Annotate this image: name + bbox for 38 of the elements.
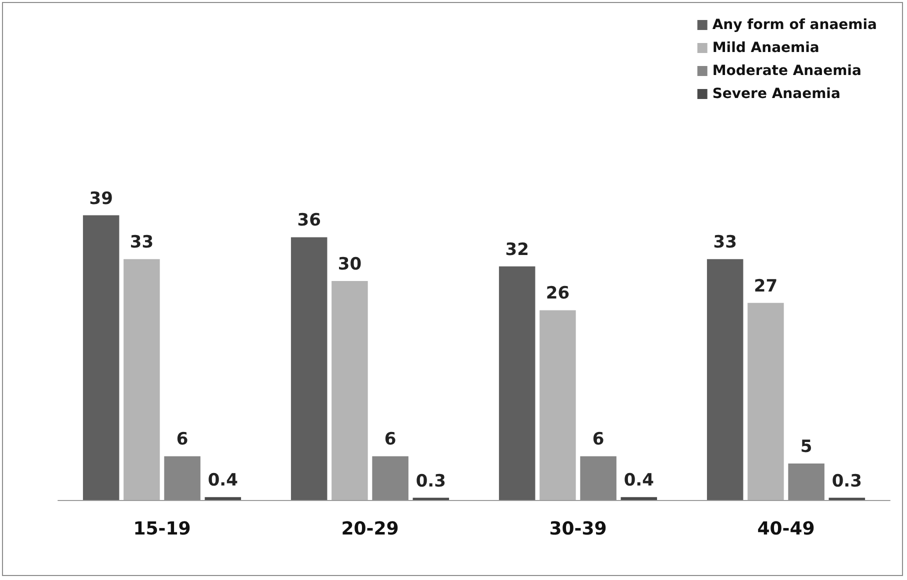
bar <box>580 456 616 500</box>
bar <box>124 259 160 500</box>
x-tick-label: 20-29 <box>341 518 399 540</box>
bar <box>498 266 536 500</box>
data-label: 39 <box>89 188 113 209</box>
data-label: 33 <box>713 232 737 253</box>
bar <box>372 456 408 500</box>
data-label: 33 <box>130 232 154 253</box>
data-label: 0.4 <box>208 470 238 491</box>
bar <box>788 464 824 500</box>
data-label: 6 <box>176 430 188 450</box>
data-label: 6 <box>592 430 604 450</box>
data-label: 26 <box>546 284 570 304</box>
bar <box>82 215 120 500</box>
x-tick-label: 30-39 <box>549 518 607 540</box>
data-label: 27 <box>754 276 778 296</box>
bar <box>164 456 200 500</box>
data-label: 0.3 <box>832 471 862 492</box>
bar <box>748 302 784 500</box>
legend-label: Moderate Anaemia <box>712 63 862 79</box>
data-label: 36 <box>297 210 321 231</box>
legend-label: Any form of anaemia <box>712 17 878 33</box>
data-label: 32 <box>505 240 529 260</box>
data-label: 0.3 <box>416 471 446 492</box>
bar <box>332 281 368 500</box>
legend-label: Severe Anaemia <box>712 86 840 102</box>
x-tick-label: 40-49 <box>757 518 815 540</box>
data-label: 6 <box>384 430 396 450</box>
bar <box>290 237 328 500</box>
x-tick-label: 15-19 <box>133 518 191 540</box>
legend-label: Mild Anaemia <box>712 40 820 56</box>
data-label: 30 <box>338 254 362 274</box>
data-label: 5 <box>800 437 812 457</box>
bar <box>706 259 744 500</box>
bar <box>620 497 658 500</box>
bar <box>204 497 242 500</box>
bar <box>540 310 576 500</box>
data-label: 0.4 <box>624 470 654 491</box>
